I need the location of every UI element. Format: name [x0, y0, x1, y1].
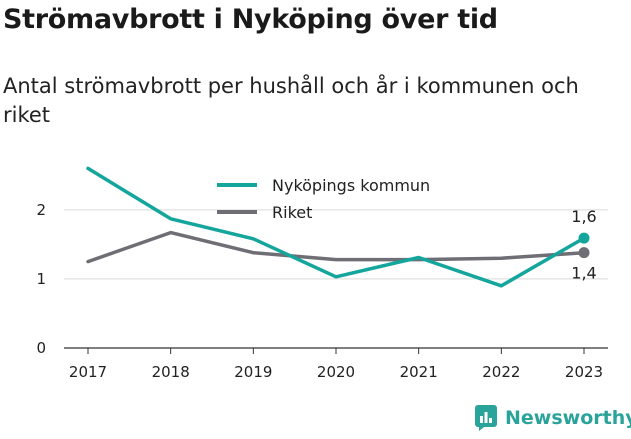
legend-swatch — [217, 210, 257, 214]
end-point-marker — [578, 232, 590, 244]
x-tick-label: 2022 — [482, 363, 520, 381]
x-tick-label: 2023 — [565, 363, 603, 381]
x-tick-label: 2021 — [400, 363, 438, 381]
chart-subtitle: Antal strömavbrott per hushåll och år i … — [3, 74, 579, 127]
end-point-marker — [578, 247, 590, 259]
grid-lines — [64, 209, 608, 349]
x-tick-label: 2017 — [69, 363, 107, 381]
line-chart: 0 1 2 2017 2018 2019 2020 2021 2022 2023 Nyköpin… — [36, 166, 608, 381]
brand-logo: Newsworthy — [475, 405, 631, 431]
y-tick-label: 1 — [36, 270, 46, 288]
y-axis-ticks: 0 1 2 — [36, 201, 46, 357]
x-tick-label: 2020 — [317, 363, 355, 381]
series-line-nyköpings-kommun — [86, 166, 586, 288]
y-tick-label: 2 — [36, 201, 46, 219]
x-axis: 2017 2018 2019 2020 2021 2022 2023 — [69, 348, 603, 381]
newsworthy-logo-icon — [475, 405, 497, 431]
legend-label: Riket — [272, 203, 312, 222]
chart-title: Strömavbrott i Nyköping över tid — [3, 4, 498, 35]
end-value-label: 1,6 — [571, 207, 596, 226]
end-labels: 1,6 1,4 — [571, 207, 596, 283]
y-tick-label: 0 — [36, 339, 46, 357]
legend: Nyköpings kommun Riket — [217, 176, 430, 222]
legend-swatch — [217, 183, 257, 187]
legend-label: Nyköpings kommun — [272, 176, 430, 195]
series-lines — [86, 166, 590, 288]
end-value-label: 1,4 — [571, 264, 596, 283]
series-line-riket — [86, 230, 586, 264]
brand-name: Newsworthy — [505, 407, 631, 429]
x-tick-label: 2018 — [152, 363, 190, 381]
x-tick-label: 2019 — [234, 363, 272, 381]
